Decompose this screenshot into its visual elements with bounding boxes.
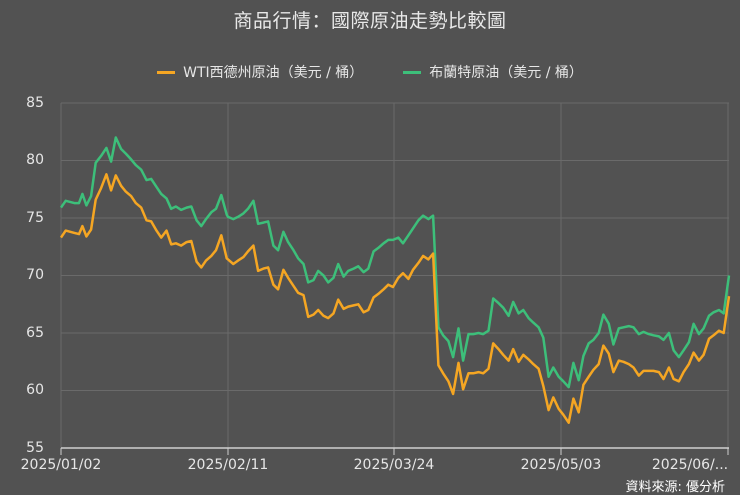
wti-series-line (59, 173, 731, 424)
legend-item-wti[interactable]: WTI西德州原油（美元 / 桶） (157, 62, 363, 82)
y-tick-55: 55 (26, 440, 44, 456)
y-tick-80: 80 (26, 152, 44, 168)
chart-title: 商品行情：國際原油走勢比較圖 (233, 10, 507, 32)
y-tick-75: 75 (26, 210, 44, 226)
x-axis (60, 447, 729, 455)
legend-item-brent[interactable]: 布蘭特原油（美元 / 桶） (403, 62, 583, 82)
data-source-note: 資料來源: 優分析 (625, 480, 725, 495)
x-tick-2025-06: 2025/06/... (651, 457, 729, 473)
legend-label-wti: WTI西德州原油（美元 / 桶） (183, 65, 364, 81)
legend-label-brent: 布蘭特原油（美元 / 桶） (429, 65, 583, 81)
brent-series-line (59, 136, 731, 389)
y-tick-85: 85 (26, 95, 44, 111)
legend-swatch-brent-icon (403, 70, 422, 74)
x-tick-2025-01-02: 2025/01/02 (20, 457, 102, 473)
legend-swatch-wti-icon (157, 70, 176, 74)
x-tick-2025-02-11: 2025/02/11 (187, 457, 269, 473)
x-tick-2025-05-03: 2025/05/03 (520, 457, 602, 473)
y-tick-70: 70 (26, 267, 44, 283)
grid-lines (60, 102, 729, 448)
chart-legend: WTI西德州原油（美元 / 桶） 布蘭特原油（美元 / 桶） (0, 62, 740, 82)
y-tick-65: 65 (26, 325, 44, 341)
x-tick-2025-03-24: 2025/03/24 (353, 457, 435, 473)
y-tick-60: 60 (26, 382, 44, 398)
